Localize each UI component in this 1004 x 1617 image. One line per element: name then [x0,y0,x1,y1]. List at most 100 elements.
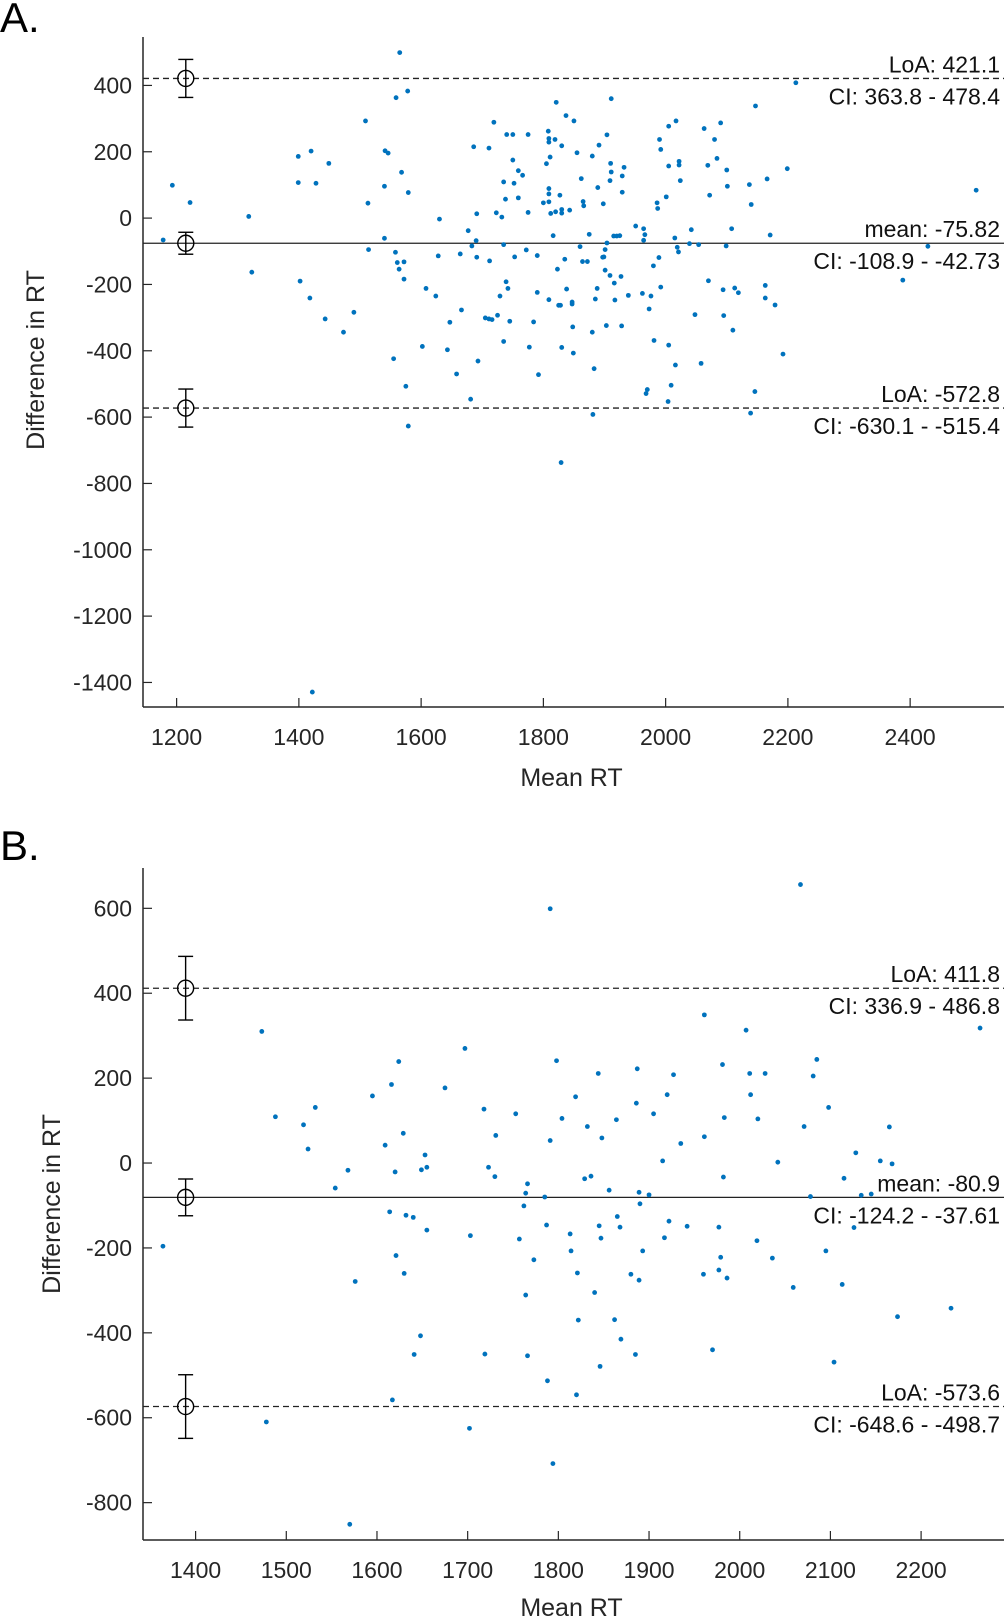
lower-loa-ci-errorbar [177,388,195,428]
data-point [780,351,786,357]
data-point [701,126,707,131]
y-tick-label: -800 [86,470,132,496]
data-point [754,1238,760,1244]
data-point [424,1164,430,1170]
panel-label: B. [0,822,40,869]
data-point [273,1114,278,1120]
data-point [581,203,587,209]
data-point [676,249,681,255]
data-point [637,1201,643,1207]
y-tick-label: 200 [94,139,132,165]
mean-annotation: mean: -75.82 [864,216,1000,242]
data-point [295,180,301,186]
data-point [465,228,471,234]
data-point [614,1214,620,1219]
data-point [486,1164,491,1170]
data-point [716,1224,722,1230]
data-point [401,276,407,282]
data-point [558,460,564,465]
data-point [503,279,509,285]
data-point [889,1161,895,1167]
data-point [665,399,671,404]
data-point [491,119,497,125]
data-point [753,103,758,109]
data-point [666,123,672,129]
data-point [664,1092,670,1098]
data-point [644,387,650,392]
data-point [598,1235,604,1241]
x-tick-label: 1900 [623,1557,674,1583]
data-point [574,1392,579,1398]
data-point [559,143,565,149]
data-point [569,301,575,307]
data-point [582,1176,588,1182]
y-tick-label: -400 [86,1320,132,1346]
data-point [666,1218,672,1224]
data-point [663,194,669,200]
data-point [396,266,402,272]
data-point [580,199,586,204]
data-point [684,1223,690,1229]
data-point [552,137,558,142]
data-point [973,187,979,193]
data-point [397,50,403,55]
data-point [554,1058,559,1064]
data-point [546,191,552,197]
lower-loa-annotation: LoA: -572.8 [881,381,1000,407]
data-point [721,1115,727,1121]
data-point [762,283,768,288]
data-point [553,99,559,105]
estimate-circle-marker [176,1397,195,1416]
data-point [591,366,597,372]
data-point [559,210,565,216]
data-point [393,95,399,101]
data-point [658,147,664,152]
y-tick-label: -1000 [73,537,132,563]
data-point [676,158,682,164]
data-point [696,242,702,248]
data-point [525,1181,530,1187]
data-point [710,1347,715,1353]
y-tick-label: -200 [86,271,132,297]
data-point [735,290,741,296]
data-point [748,202,754,207]
data-point [730,327,736,333]
data-point [410,1214,416,1220]
data-point [886,1124,892,1130]
data-point [608,160,614,166]
data-point [769,1255,775,1261]
data-point [542,1194,548,1200]
data-point [597,1363,603,1369]
data-point [628,1271,634,1277]
data-point [625,292,631,298]
data-point [707,192,713,198]
data-point [393,249,398,255]
data-point [382,235,387,241]
scatter-points [160,882,983,1527]
x-tick-label: 1800 [518,724,569,750]
data-point [640,1248,646,1254]
data-point [831,1359,837,1365]
data-point [655,206,661,211]
data-point [705,162,711,168]
data-point [608,96,614,102]
data-point [613,1117,619,1123]
data-point [405,88,411,94]
data-point [619,189,625,195]
data-point [895,1314,900,1320]
data-point [600,201,606,207]
data-point [706,278,711,284]
data-point [701,1134,707,1140]
data-point [301,1122,306,1128]
data-point [714,155,720,161]
data-point [482,315,488,321]
panel-a-bland-altman-plot: A.4002000-200-400-600-800-1000-1200-1400… [0,0,1004,792]
data-point [564,286,570,292]
data-point [720,287,726,293]
data-point [521,1203,527,1209]
data-point [648,293,654,299]
mean-annotation: mean: -80.9 [877,1170,1000,1196]
data-point [469,243,475,249]
data-point [575,1317,581,1323]
data-point [606,1187,612,1193]
